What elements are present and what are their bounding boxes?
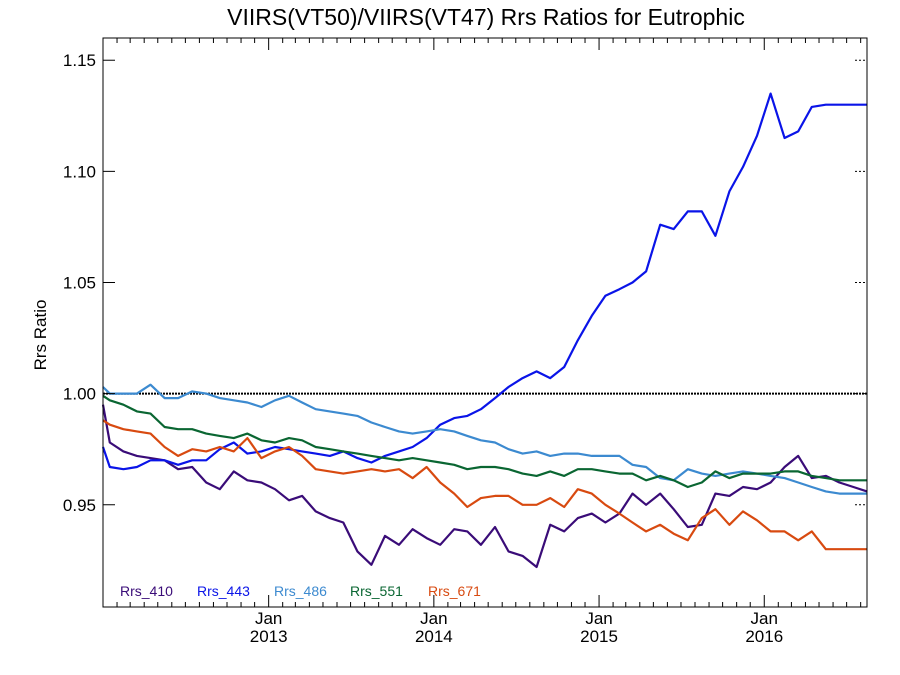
x-tick-month-1: Jan [420,609,447,628]
legend: Rrs_410 Rrs_443 Rrs_486 Rrs_551 Rrs_671 [120,583,481,599]
plot-frame [102,37,868,608]
x-tick-month-3: Jan [751,609,778,628]
legend-item-rrs-443: Rrs_443 [197,583,250,599]
axes-group: 0.951.001.051.101.15Jan2013Jan2014Jan201… [63,38,867,646]
x-tick-year-2: 2015 [580,627,618,646]
series-line-rrs-410 [101,404,868,569]
series-group [101,92,868,569]
y-tick-label-2: 1.05 [63,273,96,292]
legend-item-rrs-551: Rrs_551 [350,583,403,599]
x-tick-month-0: Jan [255,609,282,628]
y-tick-label-0: 0.95 [63,496,96,515]
y-tick-label-1: 1.00 [63,385,96,404]
series-line-rrs-443 [101,92,867,471]
legend-item-rrs-486: Rrs_486 [274,583,327,599]
y-tick-label-4: 1.15 [63,51,96,70]
x-tick-year-0: 2013 [250,627,288,646]
legend-item-rrs-671: Rrs_671 [428,583,481,599]
legend-item-rrs-410: Rrs_410 [120,583,173,599]
x-tick-year-3: 2016 [745,627,783,646]
chart-title: VIIRS(VT50)/VIIRS(VT47) Rrs Ratios for E… [227,4,745,30]
y-axis-label: Rrs Ratio [31,300,50,371]
x-tick-month-2: Jan [585,609,612,628]
x-tick-year-1: 2014 [415,627,453,646]
series-line-rrs-551 [102,394,867,489]
series-line-rrs-671 [102,419,867,551]
y-tick-label-3: 1.10 [63,162,96,181]
series-line-rrs-486 [102,383,867,495]
